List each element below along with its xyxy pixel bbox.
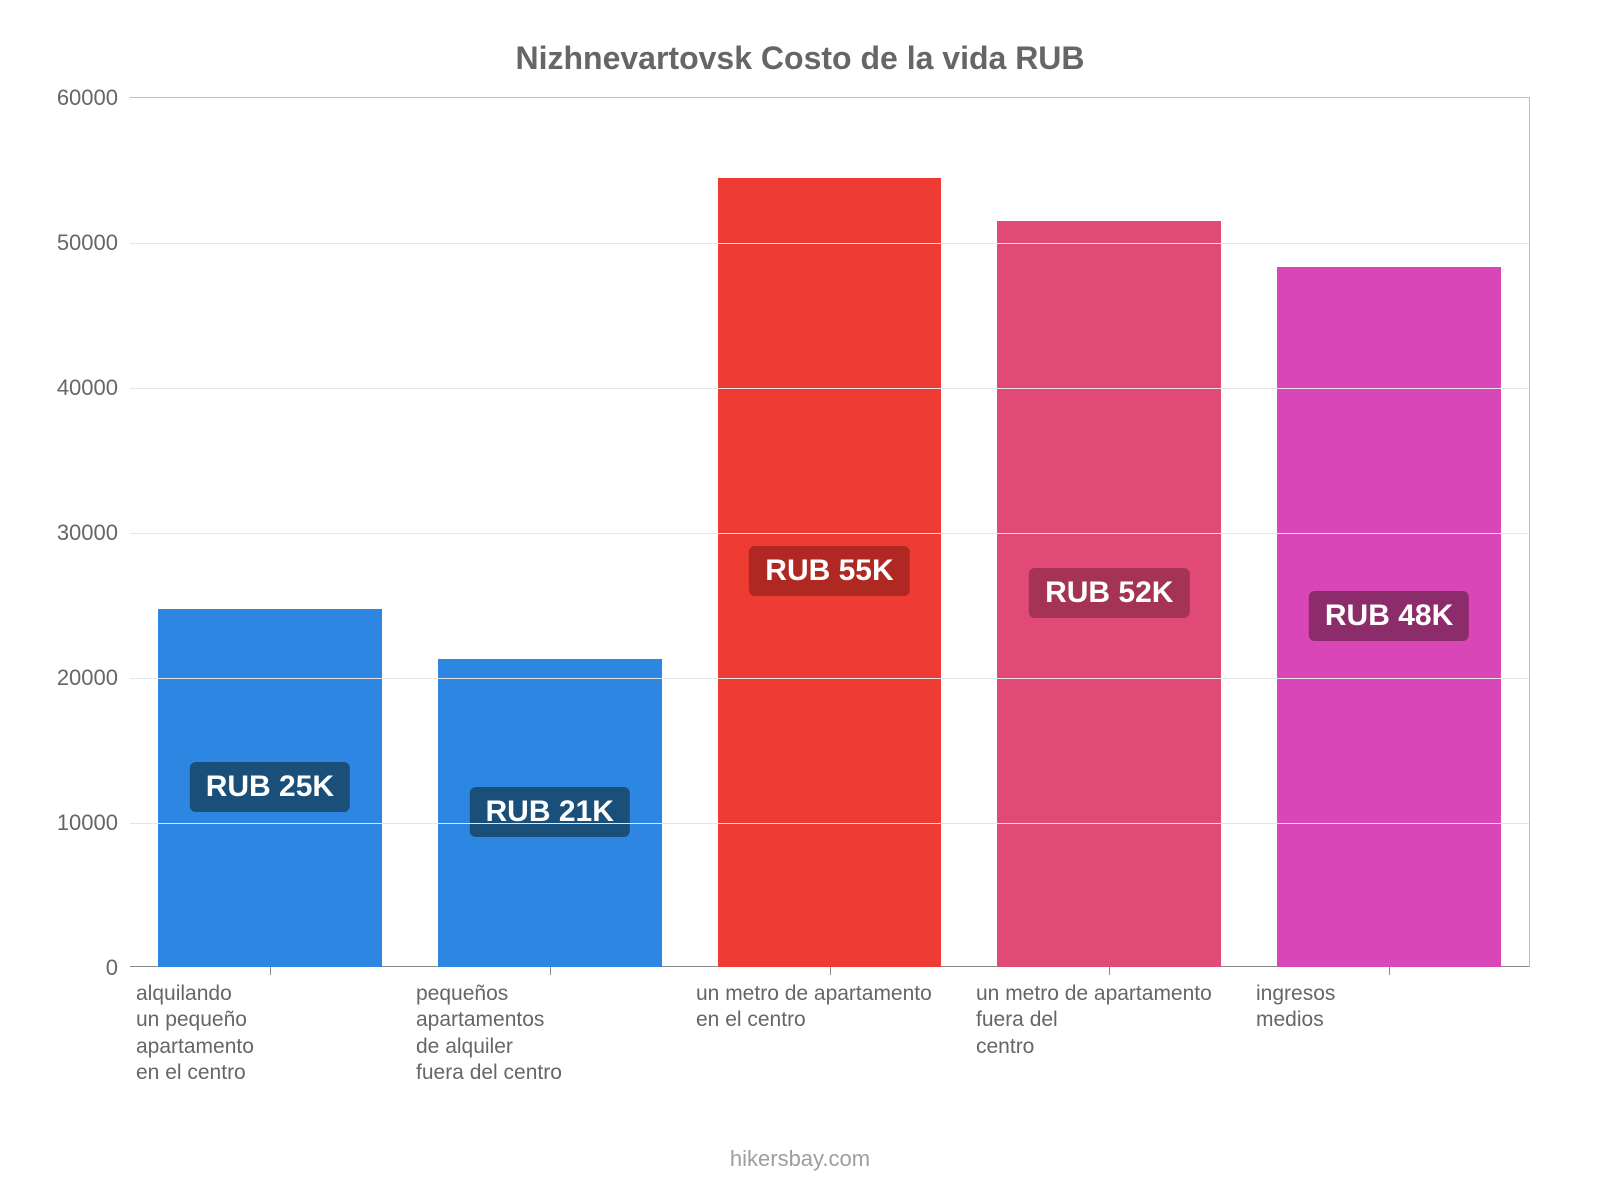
y-gridline bbox=[130, 678, 1529, 679]
x-axis-label: alquilandoun pequeñoapartamentoen el cen… bbox=[130, 981, 410, 1086]
y-tick-label: 60000 bbox=[57, 85, 130, 111]
y-tick-label: 10000 bbox=[57, 810, 130, 836]
chart-title: Nizhnevartovsk Costo de la vida RUB bbox=[40, 40, 1560, 77]
bar: RUB 55K bbox=[718, 178, 942, 967]
attribution-text: hikersbay.com bbox=[40, 1146, 1560, 1172]
bar: RUB 21K bbox=[438, 659, 662, 967]
y-tick-label: 50000 bbox=[57, 230, 130, 256]
bar: RUB 52K bbox=[997, 221, 1221, 967]
bar: RUB 48K bbox=[1277, 267, 1501, 967]
y-gridline bbox=[130, 388, 1529, 389]
bar-value-badge: RUB 48K bbox=[1309, 591, 1469, 641]
bar-value-badge: RUB 25K bbox=[190, 762, 350, 812]
y-tick-label: 30000 bbox=[57, 520, 130, 546]
x-axis-label: un metro de apartamentofuera delcentro bbox=[970, 981, 1250, 1086]
x-tick bbox=[1109, 967, 1110, 975]
x-axis-labels: alquilandoun pequeñoapartamentoen el cen… bbox=[130, 967, 1530, 1086]
x-axis-label: pequeñosapartamentosde alquilerfuera del… bbox=[410, 981, 690, 1086]
y-gridline bbox=[130, 243, 1529, 244]
x-tick bbox=[270, 967, 271, 975]
bar-value-badge: RUB 55K bbox=[749, 546, 909, 596]
x-axis-label: un metro de apartamentoen el centro bbox=[690, 981, 970, 1086]
y-tick-label: 0 bbox=[106, 955, 130, 981]
plot-area: RUB 25KRUB 21KRUB 55KRUB 52KRUB 48K 0100… bbox=[130, 97, 1530, 967]
bar-value-badge: RUB 21K bbox=[470, 787, 630, 837]
y-gridline bbox=[130, 533, 1529, 534]
x-tick bbox=[1389, 967, 1390, 975]
y-gridline bbox=[130, 823, 1529, 824]
y-tick-label: 40000 bbox=[57, 375, 130, 401]
bar: RUB 25K bbox=[158, 609, 382, 967]
chart-container: Nizhnevartovsk Costo de la vida RUB RUB … bbox=[0, 0, 1600, 1200]
x-axis-label: ingresosmedios bbox=[1250, 981, 1530, 1086]
y-tick-label: 20000 bbox=[57, 665, 130, 691]
x-tick bbox=[550, 967, 551, 975]
x-tick bbox=[830, 967, 831, 975]
bar-value-badge: RUB 52K bbox=[1029, 568, 1189, 618]
